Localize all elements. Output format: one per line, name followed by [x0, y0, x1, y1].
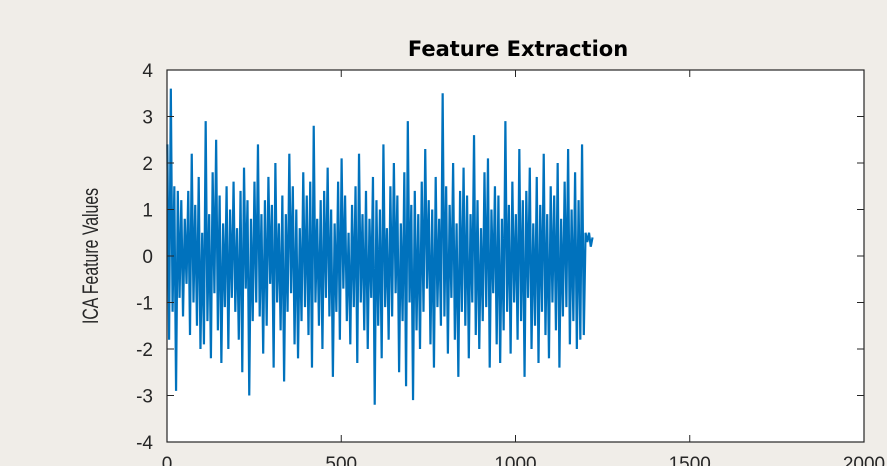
y-axis-label: ICA Feature Values	[80, 188, 104, 324]
x-tick-label: 2000	[843, 454, 885, 466]
x-tick-label: 0	[162, 454, 173, 466]
y-tick-label: 4	[142, 61, 153, 82]
y-tick-label: 3	[142, 108, 153, 129]
chart-title: Feature Extraction	[408, 37, 628, 61]
y-tick-label: -2	[136, 340, 153, 361]
x-tick-label: 1000	[494, 454, 536, 466]
x-tick-label: 500	[325, 454, 357, 466]
y-tick-label: -4	[136, 433, 153, 454]
series-line	[166, 88, 594, 405]
y-tick-label: -1	[136, 294, 153, 315]
y-tick-label: -3	[136, 387, 153, 408]
y-tick-label: 0	[142, 247, 153, 268]
y-tick-label: 1	[142, 201, 153, 222]
series-layer	[166, 88, 594, 405]
y-tick-label: 2	[142, 154, 153, 175]
x-tick-label: 1500	[669, 454, 711, 466]
ticks-layer: 4 3 2 1 0 -1 -2 -3 -4 0 500 1000 1500 2000	[136, 61, 885, 466]
